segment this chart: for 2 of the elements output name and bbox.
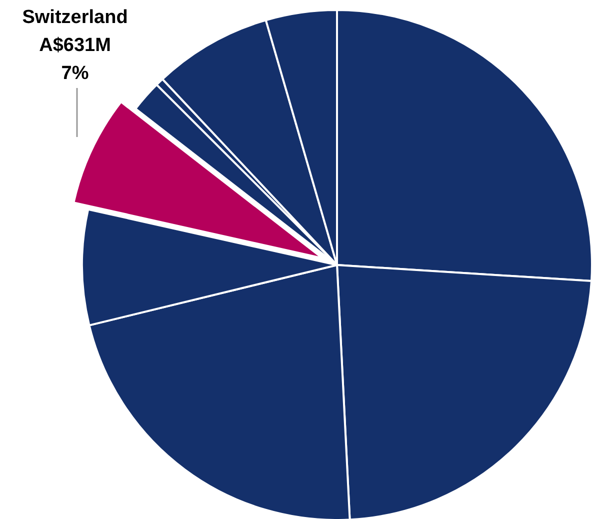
- data-label: A$631M 7%: [39, 35, 111, 84]
- slice-label: Switzerland: [22, 7, 128, 28]
